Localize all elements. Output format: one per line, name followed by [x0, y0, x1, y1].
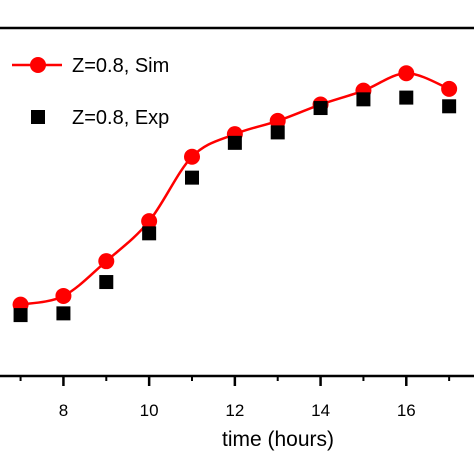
x-tick-label-12: 12 [225, 401, 244, 420]
exp-point-12 [227, 135, 242, 150]
legend-label-1: Z=0.8, Sim [72, 55, 169, 77]
exp-point-10 [142, 226, 157, 241]
exp-point-14 [313, 101, 328, 116]
sim-point-11 [184, 148, 200, 165]
legend-item-1: Z=0.8, Sim [12, 55, 169, 77]
exp-point-7 [13, 308, 28, 323]
series-2 [13, 90, 457, 323]
sim-point-13 [269, 112, 286, 129]
x-tick-label-14: 14 [311, 401, 330, 420]
legend-label-2: Z=0.8, Exp [72, 107, 169, 129]
sim-point-8 [55, 287, 72, 304]
exp-point-9 [99, 275, 114, 290]
sim-point-10 [141, 213, 158, 230]
series-layer [12, 65, 458, 323]
exp-point-8 [56, 306, 71, 321]
sim-point-16 [398, 65, 415, 82]
sim-point-9 [98, 253, 115, 270]
exp-point-16 [399, 90, 414, 105]
x-tick-label-16: 16 [397, 401, 416, 420]
legend-marker-sim [30, 57, 46, 73]
x-tick-label-8: 8 [59, 401, 68, 420]
legend-item-2: Z=0.8, Exp [31, 107, 169, 129]
legend: Z=0.8, Sim Z=0.8, Exp [12, 55, 169, 129]
x-axis-title: time (hours) [222, 428, 334, 451]
x-tick-label-10: 10 [140, 401, 159, 420]
exp-point-15 [356, 92, 371, 107]
x-axis-ticks: 8 10 12 14 16 [19, 376, 451, 420]
sim-point-17 [441, 80, 458, 97]
exp-point-11 [185, 170, 199, 185]
legend-marker-exp [31, 110, 45, 124]
exp-point-13 [270, 125, 285, 140]
plot-frame [0, 26, 474, 378]
exp-point-17 [442, 99, 457, 114]
series-1 [12, 65, 458, 313]
